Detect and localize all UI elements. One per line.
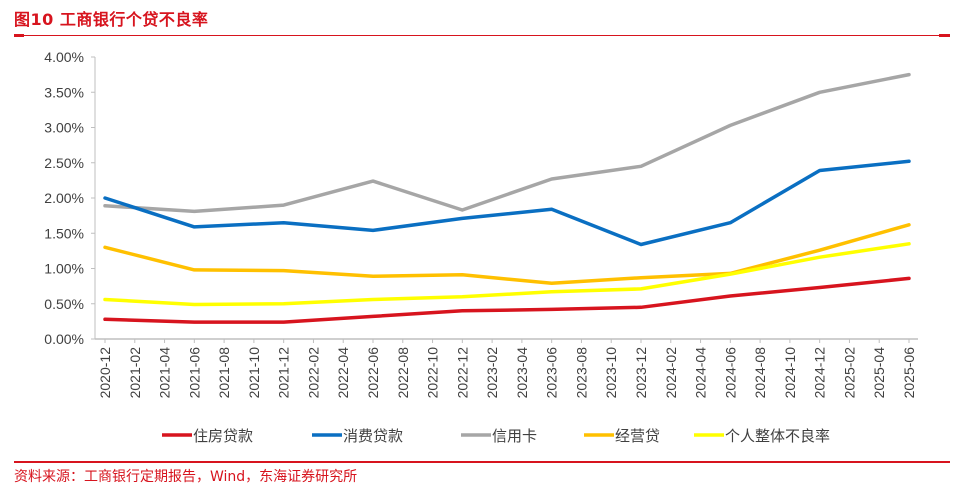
legend-label: 住房贷款 [193, 427, 253, 445]
x-tick-label: 2022-12 [454, 347, 470, 399]
x-tick-label: 2022-02 [305, 347, 321, 399]
series-lines [103, 72, 911, 324]
y-tick-label: 3.00% [44, 120, 84, 136]
series-line-0 [103, 276, 911, 324]
chart-axes [94, 57, 918, 340]
legend-label: 信用卡 [492, 427, 537, 445]
legend-label: 个人整体不良率 [725, 427, 830, 445]
series-line-3 [103, 223, 911, 286]
title-divider-left-cap [14, 34, 24, 37]
y-tick-label: 4.00% [44, 49, 84, 65]
x-tick-label: 2023-02 [484, 347, 500, 399]
x-tick-label: 2022-10 [425, 347, 441, 399]
source-note: 资料来源：工商银行定期报告，Wind，东海证券研究所 [14, 469, 358, 485]
x-tick-label: 2022-08 [395, 347, 411, 399]
x-tick-label: 2024-08 [752, 347, 768, 399]
series-line-4 [103, 242, 911, 307]
x-tick-label: 2025-06 [901, 347, 917, 399]
title-divider [14, 35, 950, 36]
y-tick-label: 0.50% [44, 296, 84, 312]
y-tick-label: 3.50% [44, 84, 84, 100]
series-line-1 [103, 159, 911, 247]
footer-divider [14, 461, 950, 463]
x-tick-label: 2020-12 [97, 347, 113, 399]
y-tick-label: 1.00% [44, 261, 84, 277]
x-tick-label: 2023-08 [573, 347, 589, 399]
x-tick-label: 2024-06 [722, 347, 738, 399]
line-chart: 0.00% 0.50% 1.00% 1.50% 2.00% 2.50% 3.00% 3.50%… [44, 49, 918, 445]
x-tick-label: 2021-08 [216, 347, 232, 399]
x-tick-label: 2024-10 [782, 347, 798, 399]
figure-title: 图10 工商银行个贷不良率 [14, 10, 209, 29]
x-tick-label: 2021-12 [276, 347, 292, 399]
x-tick-label: 2024-02 [663, 347, 679, 399]
x-axis-ticks: 2020-12 2021-02 2021-04 2021-06 2021-08 2021-… [97, 339, 917, 398]
y-tick-label: 2.00% [44, 190, 84, 206]
y-tick-label: 0.00% [44, 331, 84, 347]
chart-legend: 住房贷款 消费贷款 信用卡 经营贷 个人整体不良率 [162, 427, 830, 445]
title-divider-right-cap [939, 34, 950, 37]
x-tick-label: 2024-04 [693, 347, 709, 399]
x-tick-label: 2023-12 [633, 347, 649, 399]
x-tick-label: 2021-06 [186, 347, 202, 399]
x-tick-label: 2023-06 [544, 347, 560, 399]
y-axis-ticks: 0.00% 0.50% 1.00% 1.50% 2.00% 2.50% 3.00% 3.50%… [44, 49, 95, 347]
x-tick-label: 2021-02 [127, 347, 143, 399]
x-tick-label: 2025-04 [871, 347, 887, 399]
x-tick-label: 2021-10 [246, 347, 262, 399]
y-tick-label: 1.50% [44, 225, 84, 241]
series-line-2 [103, 72, 911, 214]
y-tick-label: 2.50% [44, 155, 84, 171]
x-tick-label: 2025-02 [841, 347, 857, 399]
x-tick-label: 2021-04 [157, 347, 173, 399]
x-tick-label: 2022-04 [335, 347, 351, 399]
x-tick-label: 2022-06 [365, 347, 381, 399]
x-tick-label: 2023-04 [514, 347, 530, 399]
x-tick-label: 2024-12 [812, 347, 828, 399]
legend-label: 经营贷 [615, 427, 660, 445]
x-tick-label: 2023-10 [603, 347, 619, 399]
legend-label: 消费贷款 [343, 427, 403, 445]
